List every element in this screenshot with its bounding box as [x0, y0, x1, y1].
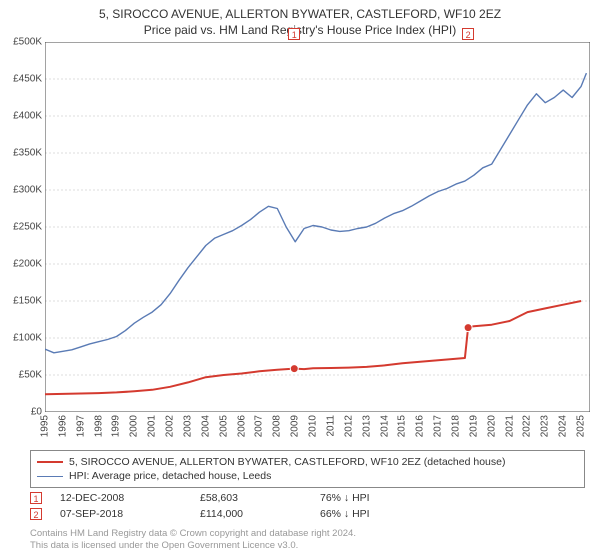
legend-label-0: 5, SIROCCO AVENUE, ALLERTON BYWATER, CAS… — [69, 456, 505, 468]
xtick-label: 1995 — [40, 415, 51, 437]
xtick-label: 2010 — [308, 415, 319, 437]
transaction-date-0: 12-DEC-2008 — [60, 492, 200, 504]
xtick-label: 2021 — [504, 415, 515, 437]
transaction-date-1: 07-SEP-2018 — [60, 508, 200, 520]
xtick-label: 2019 — [468, 415, 479, 437]
transaction-row-1: 2 07-SEP-2018 £114,000 66% ↓ HPI — [30, 506, 585, 522]
xtick-label: 2001 — [147, 415, 158, 437]
ytick-label: £300K — [13, 185, 42, 196]
legend-row-0: 5, SIROCCO AVENUE, ALLERTON BYWATER, CAS… — [37, 455, 578, 469]
xtick-label: 2022 — [522, 415, 533, 437]
ytick-label: £450K — [13, 74, 42, 85]
footer: Contains HM Land Registry data © Crown c… — [30, 528, 356, 553]
xtick-label: 2000 — [129, 415, 140, 437]
transaction-row-0: 1 12-DEC-2008 £58,603 76% ↓ HPI — [30, 490, 585, 506]
legend: 5, SIROCCO AVENUE, ALLERTON BYWATER, CAS… — [30, 450, 585, 488]
xtick-label: 2003 — [182, 415, 193, 437]
ytick-label: £150K — [13, 296, 42, 307]
xtick-label: 2013 — [361, 415, 372, 437]
footer-line1: Contains HM Land Registry data © Crown c… — [30, 528, 356, 540]
xtick-label: 2005 — [218, 415, 229, 437]
xtick-label: 2020 — [486, 415, 497, 437]
ytick-label: £100K — [13, 333, 42, 344]
flag-box-1: 1 — [288, 28, 300, 40]
transaction-delta-1: 66% ↓ HPI — [320, 508, 585, 520]
xtick-label: 2018 — [450, 415, 461, 437]
xtick-label: 2015 — [397, 415, 408, 437]
ytick-label: £350K — [13, 148, 42, 159]
ytick-label: £400K — [13, 111, 42, 122]
transaction-price-1: £114,000 — [200, 508, 320, 520]
xtick-label: 2023 — [540, 415, 551, 437]
legend-label-1: HPI: Average price, detached house, Leed… — [69, 470, 271, 482]
xtick-label: 2011 — [325, 415, 336, 437]
ytick-label: £500K — [13, 37, 42, 48]
transactions-block: 1 12-DEC-2008 £58,603 76% ↓ HPI 2 07-SEP… — [30, 490, 585, 522]
footer-line2: This data is licensed under the Open Gov… — [30, 540, 356, 552]
chart-container: 5, SIROCCO AVENUE, ALLERTON BYWATER, CAS… — [0, 0, 600, 560]
xtick-label: 2024 — [558, 415, 569, 437]
legend-swatch-1 — [37, 476, 63, 477]
chart-svg — [45, 42, 590, 412]
transaction-marker-1: 2 — [30, 508, 42, 520]
legend-swatch-0 — [37, 461, 63, 463]
xtick-label: 1998 — [93, 415, 104, 437]
xtick-label: 2002 — [165, 415, 176, 437]
xtick-label: 2016 — [415, 415, 426, 437]
xtick-label: 2014 — [379, 415, 390, 437]
transaction-price-0: £58,603 — [200, 492, 320, 504]
xtick-label: 2008 — [272, 415, 283, 437]
xtick-label: 2004 — [200, 415, 211, 437]
xtick-label: 2007 — [254, 415, 265, 437]
xtick-label: 2012 — [343, 415, 354, 437]
legend-row-1: HPI: Average price, detached house, Leed… — [37, 469, 578, 483]
xtick-label: 2006 — [236, 415, 247, 437]
ytick-label: £250K — [13, 222, 42, 233]
xtick-label: 2017 — [433, 415, 444, 437]
xtick-label: 1997 — [75, 415, 86, 437]
chart-area: £0£50K£100K£150K£200K£250K£300K£350K£400… — [45, 42, 590, 412]
transaction-marker-0: 1 — [30, 492, 42, 504]
xtick-label: 2025 — [576, 415, 587, 437]
flag-box-2: 2 — [462, 28, 474, 40]
ytick-label: £200K — [13, 259, 42, 270]
title-line1: 5, SIROCCO AVENUE, ALLERTON BYWATER, CAS… — [0, 6, 600, 22]
xtick-label: 1999 — [111, 415, 122, 437]
transaction-delta-0: 76% ↓ HPI — [320, 492, 585, 504]
ytick-label: £50K — [19, 370, 42, 381]
xtick-label: 2009 — [290, 415, 301, 437]
xtick-label: 1996 — [57, 415, 68, 437]
